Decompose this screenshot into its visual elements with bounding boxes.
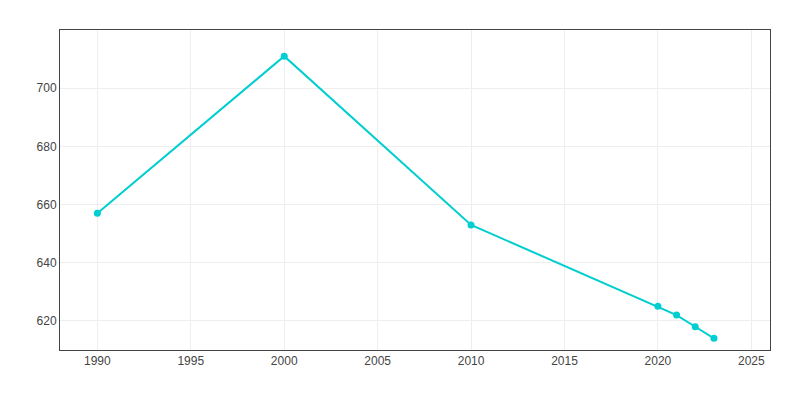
svg-text:660: 660 — [37, 198, 57, 212]
svg-text:700: 700 — [37, 81, 57, 95]
svg-text:2025: 2025 — [738, 354, 765, 368]
svg-text:2005: 2005 — [364, 354, 391, 368]
svg-text:2015: 2015 — [551, 354, 578, 368]
svg-text:2020: 2020 — [645, 354, 672, 368]
svg-text:2000: 2000 — [271, 354, 298, 368]
svg-text:1995: 1995 — [177, 354, 204, 368]
svg-text:2010: 2010 — [458, 354, 485, 368]
svg-text:640: 640 — [37, 256, 57, 270]
svg-text:680: 680 — [37, 140, 57, 154]
svg-text:1990: 1990 — [84, 354, 111, 368]
svg-text:620: 620 — [37, 314, 57, 328]
